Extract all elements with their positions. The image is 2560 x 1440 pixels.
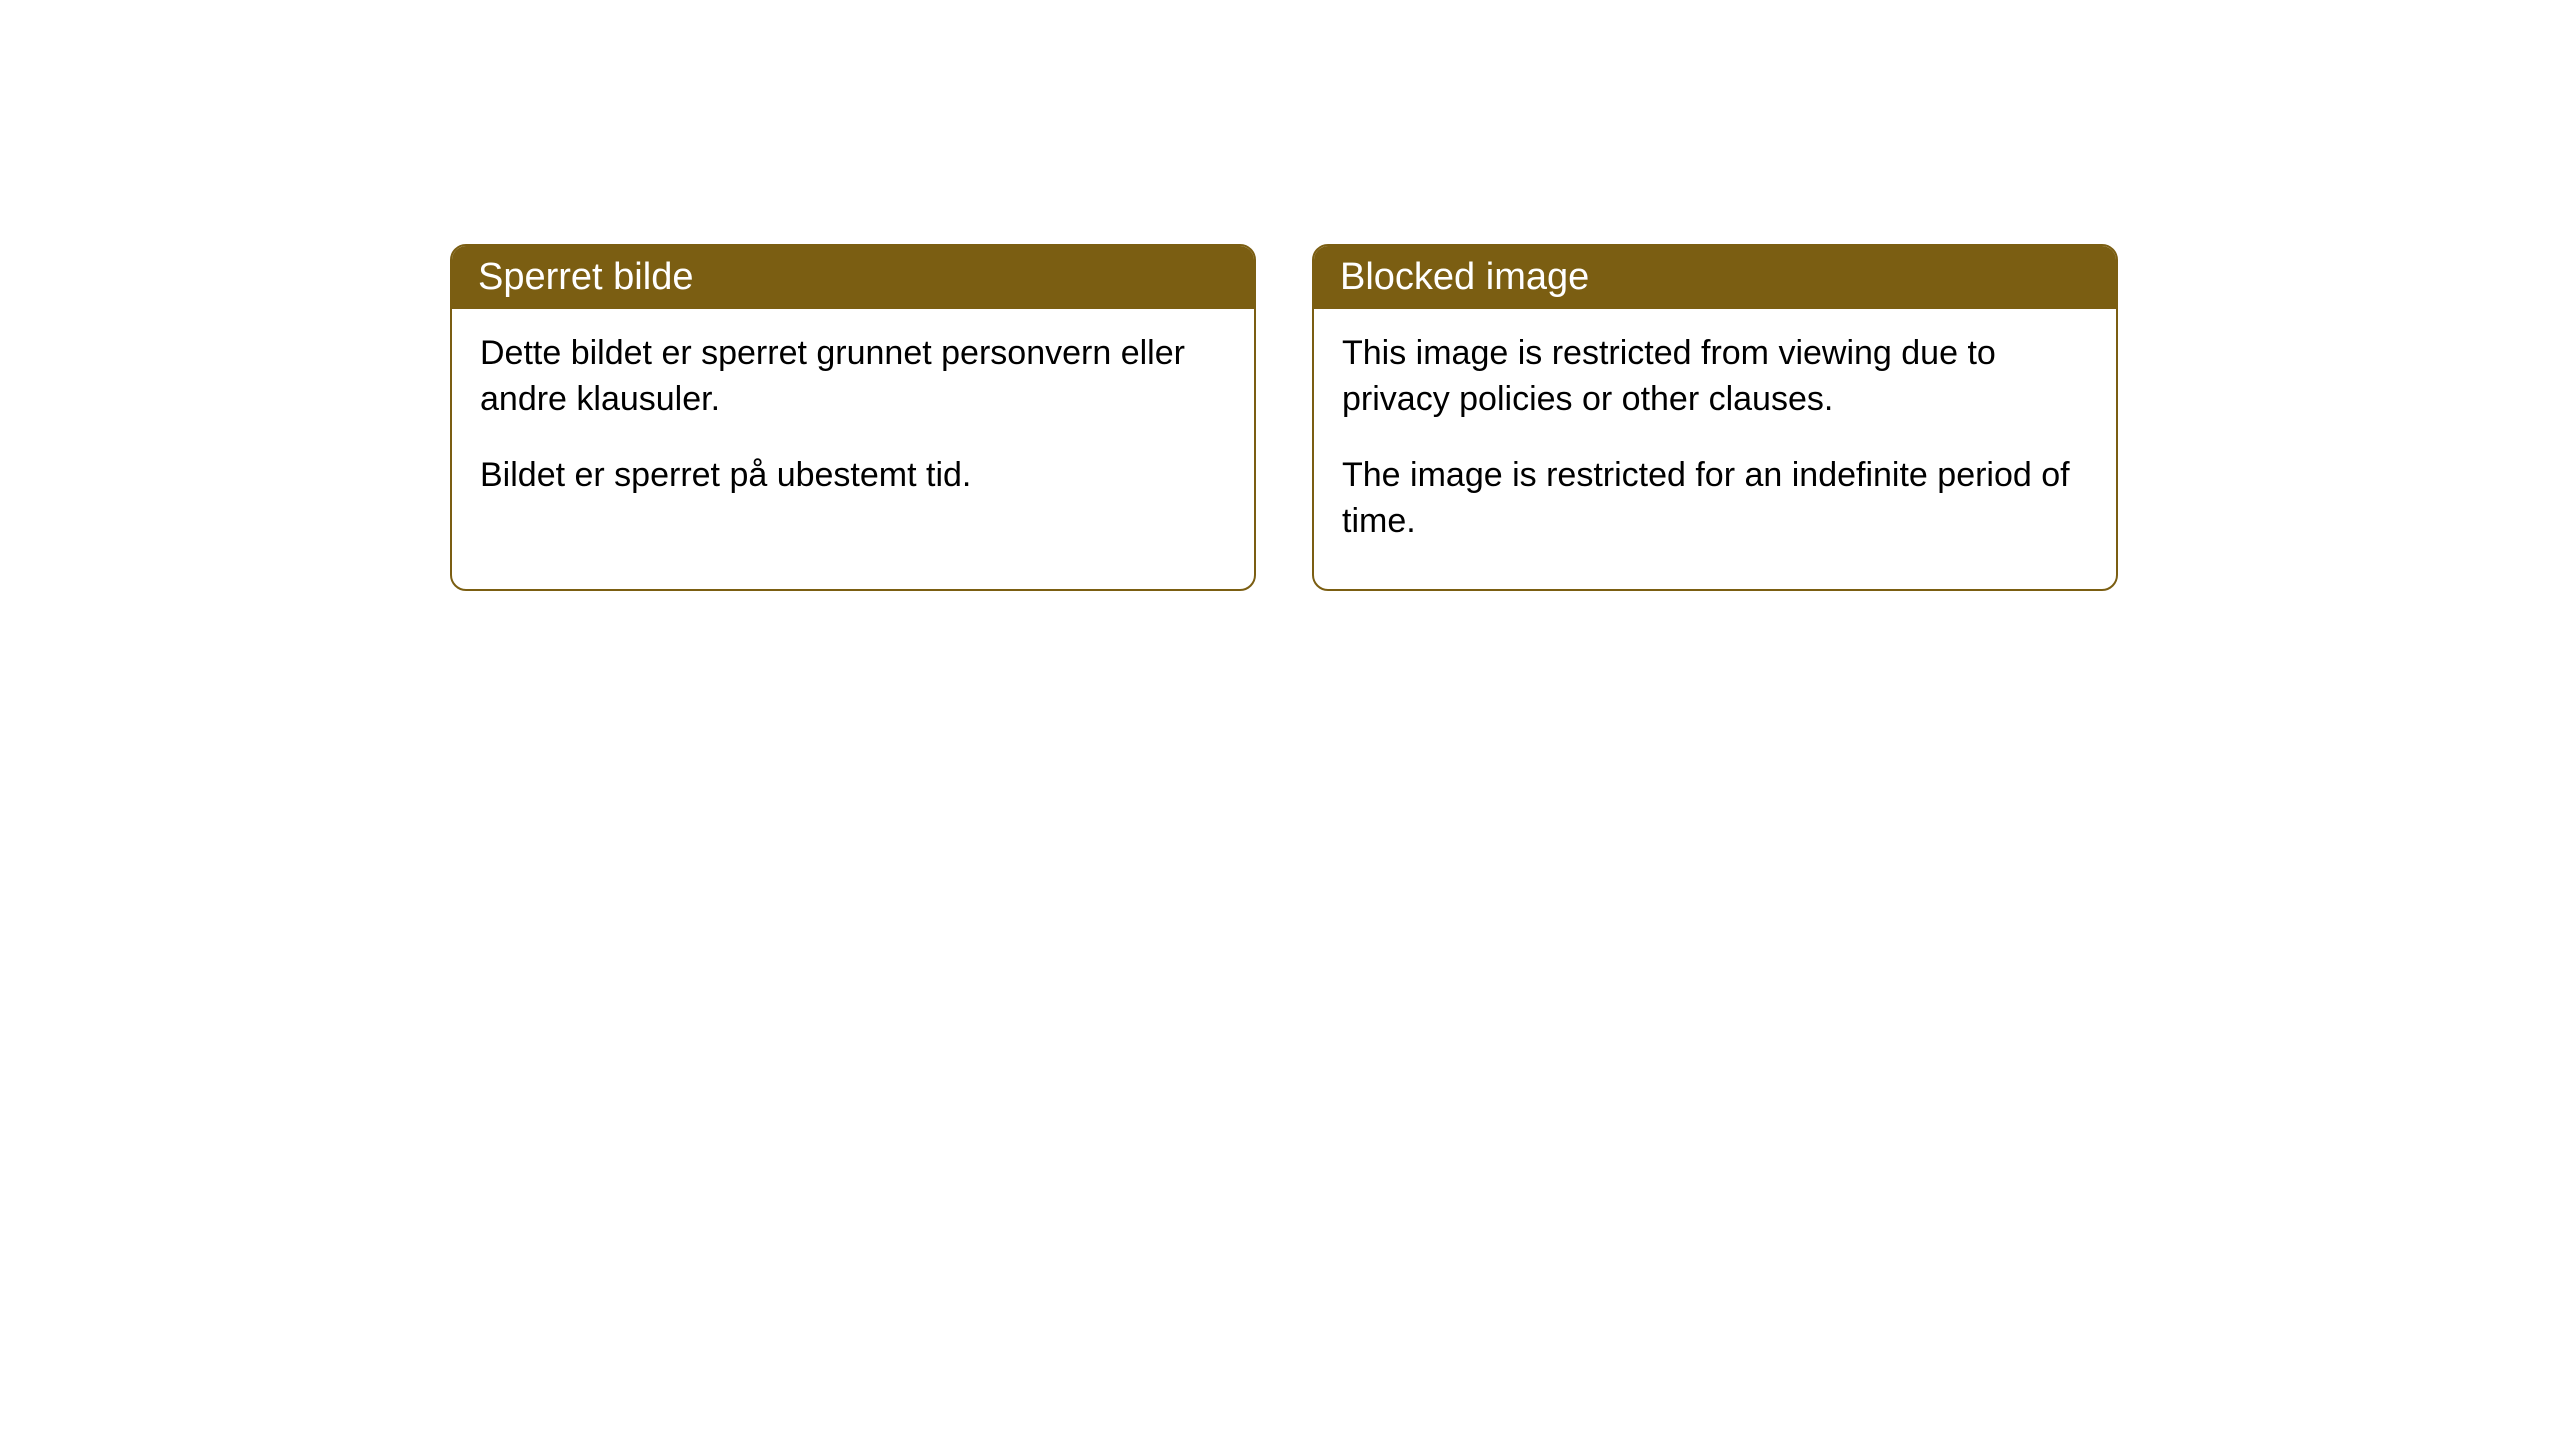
card-title: Sperret bilde (478, 256, 693, 298)
card-container: Sperret bilde Dette bildet er sperret gr… (450, 244, 2118, 591)
card-header: Blocked image (1314, 246, 2116, 309)
card-paragraph: Dette bildet er sperret grunnet personve… (480, 331, 1226, 423)
card-paragraph: The image is restricted for an indefinit… (1342, 453, 2088, 545)
card-title: Blocked image (1340, 256, 1589, 298)
card-body: This image is restricted from viewing du… (1314, 309, 2116, 589)
notice-card-english: Blocked image This image is restricted f… (1312, 244, 2118, 591)
card-header: Sperret bilde (452, 246, 1254, 309)
card-body: Dette bildet er sperret grunnet personve… (452, 309, 1254, 543)
card-paragraph: Bildet er sperret på ubestemt tid. (480, 453, 1226, 499)
notice-card-norwegian: Sperret bilde Dette bildet er sperret gr… (450, 244, 1256, 591)
card-paragraph: This image is restricted from viewing du… (1342, 331, 2088, 423)
